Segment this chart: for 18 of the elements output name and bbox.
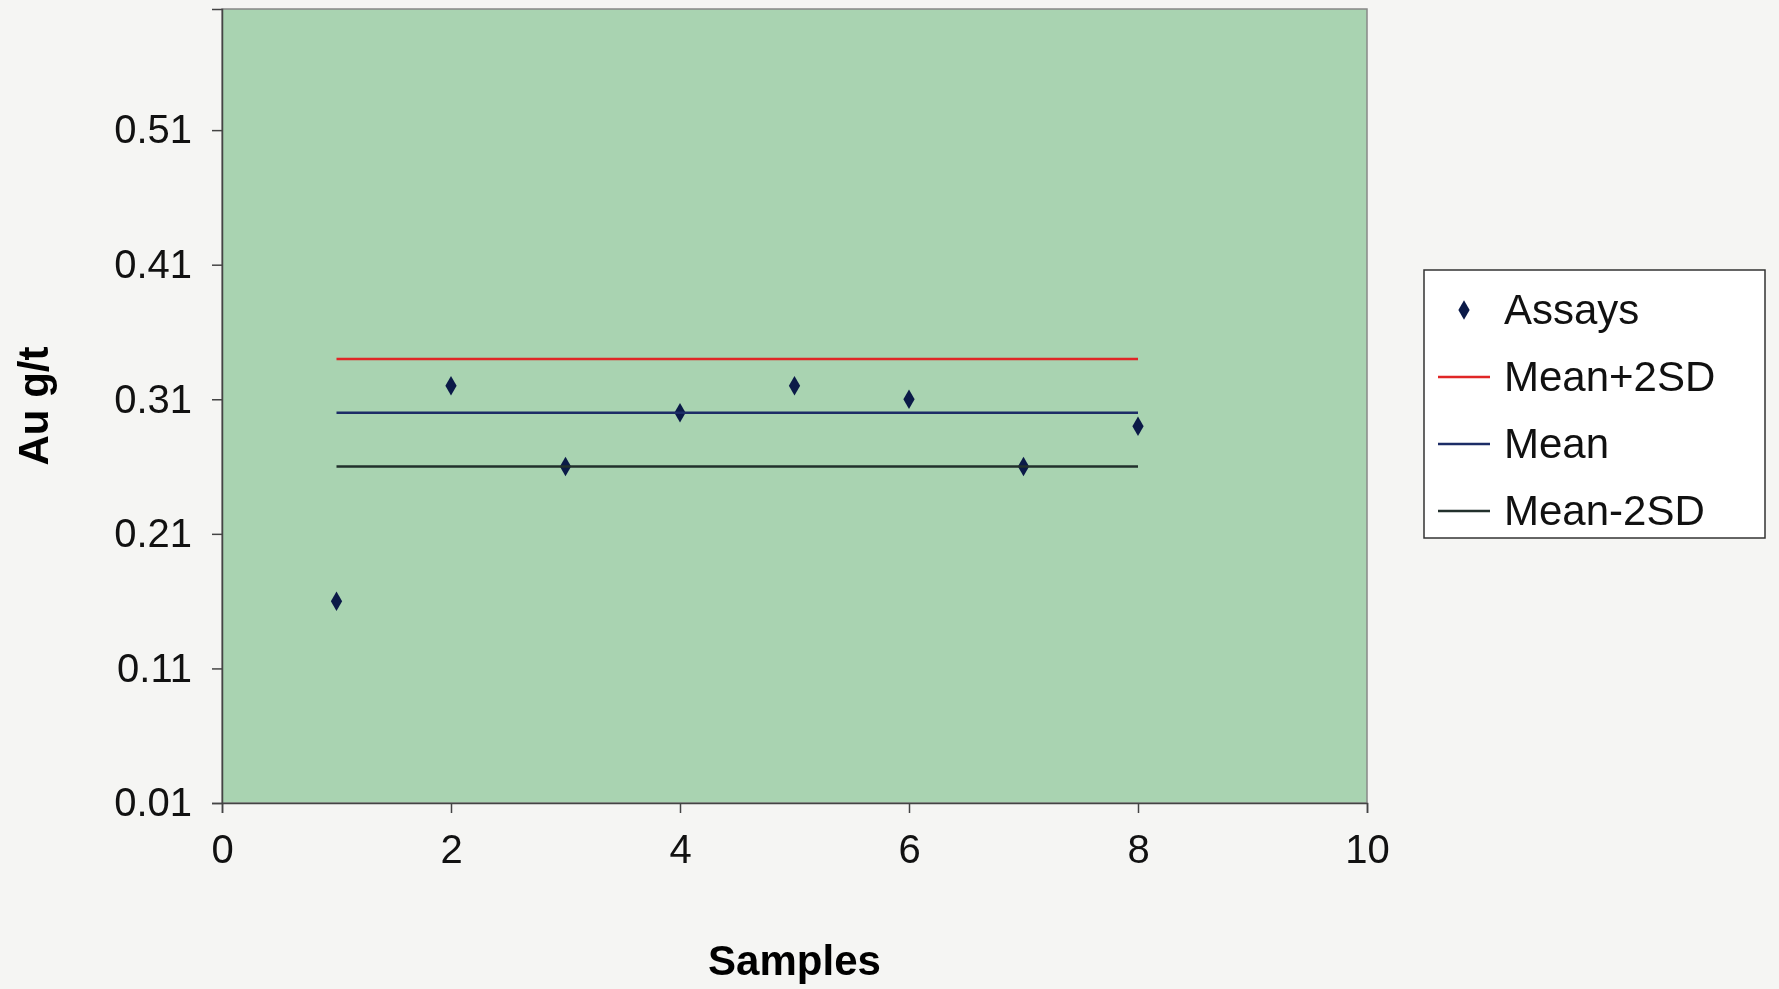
y-tick-label: 0.11: [117, 645, 192, 690]
legend-label: Mean+2SD: [1504, 353, 1716, 400]
y-tick-label: 0.21: [114, 511, 192, 556]
y-tick-label: 0.01: [114, 780, 192, 825]
x-tick-label: 0: [211, 827, 234, 872]
y-tick-label: 0.41: [114, 241, 192, 286]
legend-label: Mean: [1504, 420, 1610, 467]
x-tick-label: 6: [898, 827, 921, 872]
x-axis-title: Samples: [708, 937, 881, 984]
x-tick-label: 4: [669, 827, 692, 872]
x-tick-label: 10: [1345, 827, 1390, 872]
x-tick-label: 2: [440, 827, 463, 872]
legend-label: Mean-2SD: [1504, 487, 1705, 534]
y-axis-title: Au g/t: [10, 346, 57, 466]
x-tick-label: 8: [1127, 827, 1150, 872]
legend-label: Assays: [1504, 286, 1640, 333]
y-tick-label: 0.31: [114, 376, 192, 421]
y-tick-label: 0.51: [114, 107, 192, 152]
